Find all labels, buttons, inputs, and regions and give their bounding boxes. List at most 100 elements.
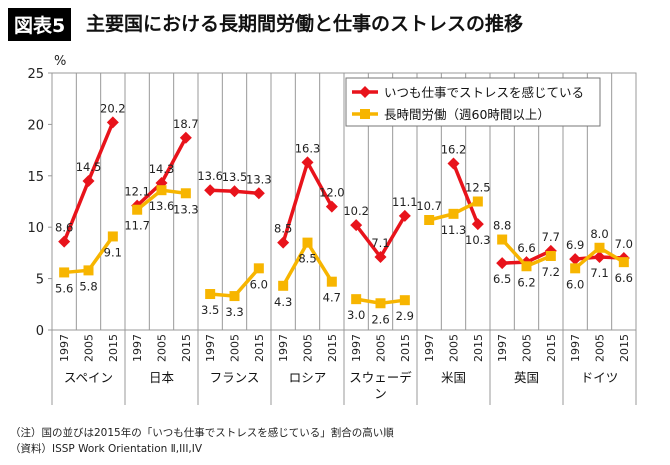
data-point [228, 185, 241, 198]
data-point [204, 184, 217, 197]
data-label: 4.7 [323, 291, 341, 305]
country-label: フランス [210, 370, 260, 385]
chart-title: 主要国における長期間労働と仕事のストレスの推移 [86, 13, 524, 35]
data-label: 16.2 [441, 142, 467, 156]
data-label: 20.2 [100, 101, 126, 115]
data-label: 2.6 [371, 312, 389, 326]
x-tick-label: 1997 [58, 334, 71, 362]
data-label: 8.6 [55, 221, 73, 235]
data-label: 3.0 [347, 308, 365, 322]
data-label: 8.5 [274, 222, 292, 236]
data-point [83, 265, 94, 276]
legend-label: いつも仕事でストレスを感じている [384, 85, 584, 100]
data-point [471, 218, 484, 231]
data-label: 6.6 [615, 271, 633, 285]
x-tick-label: 2005 [156, 334, 169, 362]
legend-box [345, 77, 601, 127]
data-label: 8.5 [298, 252, 316, 266]
x-tick-label: 2015 [618, 334, 631, 362]
data-label: 13.3 [173, 202, 199, 216]
data-point [205, 289, 216, 300]
data-label: 7.1 [590, 266, 608, 280]
data-point [521, 261, 532, 272]
y-tick-label: 0 [36, 324, 44, 339]
data-point [569, 253, 582, 266]
legend-marker [360, 109, 370, 119]
x-tick-label: 2015 [326, 334, 339, 362]
data-label: 16.3 [295, 141, 321, 155]
data-point [351, 294, 362, 305]
country-label: スウェーデ [349, 370, 412, 385]
data-label: 4.3 [274, 295, 292, 309]
x-tick-label: 2005 [229, 334, 242, 362]
x-tick-label: 2005 [448, 334, 461, 362]
data-label: 10.2 [343, 204, 369, 218]
country-label: ン [374, 386, 387, 401]
data-point [156, 185, 167, 196]
data-point [374, 251, 387, 264]
country-label: 日本 [149, 370, 175, 385]
data-label: 7.1 [371, 236, 389, 250]
data-point [472, 196, 483, 207]
country-label: 米国 [441, 370, 466, 385]
data-label: 9.1 [104, 245, 122, 259]
legend-marker [359, 86, 371, 98]
x-tick-label: 1997 [350, 334, 363, 362]
data-point [179, 131, 192, 144]
data-label: 6.2 [517, 275, 535, 289]
data-point [253, 263, 264, 274]
x-tick-label: 2005 [594, 334, 607, 362]
data-label: 18.7 [173, 117, 199, 131]
data-label: 7.0 [615, 237, 633, 251]
country-label: ドイツ [581, 370, 619, 385]
y-axis-label: % [54, 54, 66, 69]
y-tick-label: 25 [27, 67, 44, 82]
data-point [496, 257, 509, 270]
data-point [58, 235, 71, 248]
figure-badge: 図表5 [8, 8, 72, 41]
country-label: スペイン [64, 370, 113, 385]
x-tick-label: 1997 [204, 334, 217, 362]
data-label: 3.3 [225, 305, 243, 319]
source: （資料）ISSP Work Orientation Ⅱ,III,IV [10, 443, 203, 455]
data-point [594, 242, 605, 253]
data-label: 12.5 [465, 181, 491, 195]
data-point [570, 263, 581, 274]
data-point [398, 209, 411, 222]
data-label: 13.3 [246, 172, 272, 186]
data-label: 7.2 [542, 265, 560, 279]
data-point [497, 234, 508, 245]
data-point [375, 298, 386, 309]
x-tick-label: 2015 [472, 334, 485, 362]
data-point [399, 295, 410, 306]
data-label: 3.5 [201, 303, 219, 317]
data-point [252, 187, 265, 200]
x-tick-label: 1997 [131, 334, 144, 362]
data-point [593, 251, 606, 264]
data-point [277, 236, 290, 249]
note: （注）国の並びは2015年の「いつも仕事でストレスを感じている」割合の高い順 [10, 427, 394, 439]
data-label: 5.8 [79, 279, 97, 293]
x-tick-label: 2005 [302, 334, 315, 362]
data-label: 11.1 [392, 195, 418, 209]
data-label: 13.6 [197, 169, 223, 183]
data-point [325, 200, 338, 213]
data-point [302, 237, 313, 248]
data-point [132, 204, 143, 215]
data-point [447, 157, 460, 170]
data-label: 6.6 [517, 241, 535, 255]
data-label: 5.6 [55, 281, 73, 295]
data-label: 14.3 [149, 162, 175, 176]
data-label: 11.7 [124, 219, 150, 233]
data-label: 12.1 [124, 185, 150, 199]
x-tick-label: 2005 [375, 334, 388, 362]
data-point [278, 280, 289, 291]
data-label: 8.0 [590, 227, 608, 241]
data-label: 11.3 [441, 223, 467, 237]
data-label: 13.6 [149, 199, 175, 213]
y-tick-label: 15 [27, 170, 44, 185]
x-tick-label: 1997 [423, 334, 436, 362]
data-point [107, 231, 118, 242]
